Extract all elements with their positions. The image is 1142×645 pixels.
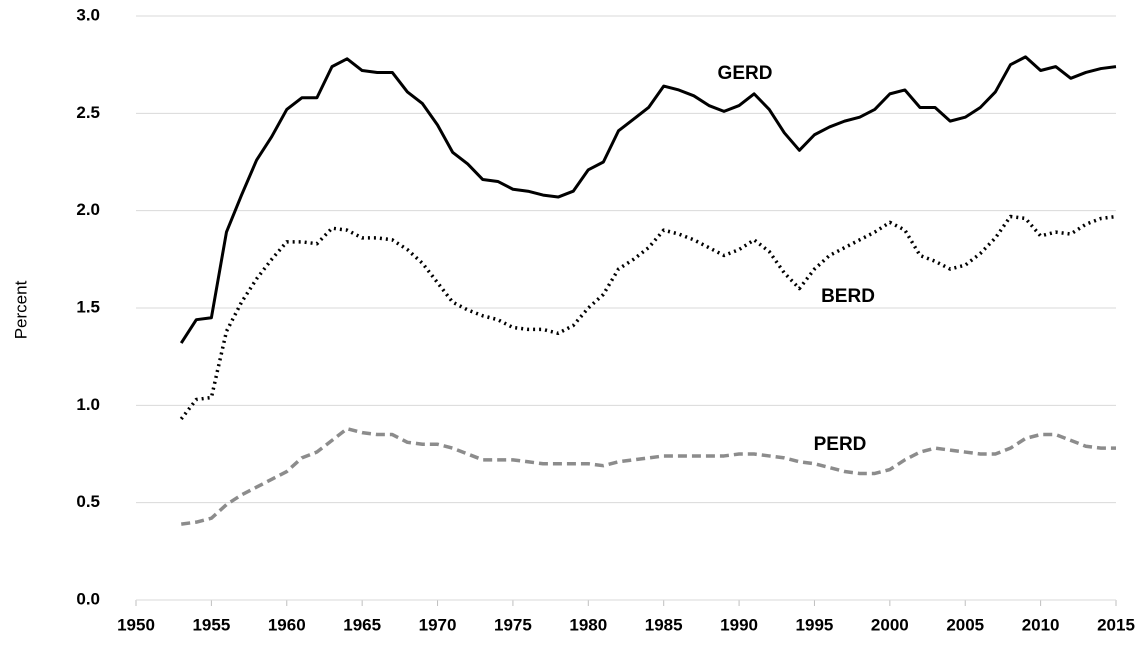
y-tick-label: 0.5 [76,492,100,511]
y-tick-label: 1.0 [76,395,100,414]
x-tick-label: 1960 [268,615,306,634]
y-tick-label: 0.0 [76,589,100,608]
series-label: GERD [718,63,773,84]
x-tick-label: 1970 [419,615,457,634]
y-tick-label: 2.5 [76,103,100,122]
series-label: PERD [814,434,867,455]
line-series [181,426,1116,526]
line-series [179,55,1117,344]
series-label: BERD [821,286,875,307]
x-tick-label: 1980 [569,615,607,634]
y-axis-label: Percent [11,280,30,339]
x-tick-label: 1995 [796,615,834,634]
x-tick-label: 1955 [192,615,230,634]
x-tick-label: 2000 [871,615,909,634]
x-tick-label: 2010 [1022,615,1060,634]
x-tick-label: 2005 [946,615,984,634]
x-tick-label: 2015 [1097,615,1135,634]
x-tick-label: 1990 [720,615,758,634]
y-tick-label: 3.0 [76,5,100,24]
x-tick-label: 1950 [117,615,155,634]
y-tick-label: 2.0 [76,200,100,219]
line-series [179,214,1117,421]
x-tick-label: 1975 [494,615,532,634]
x-tick-label: 1985 [645,615,683,634]
y-tick-label: 1.5 [76,297,100,316]
x-tick-label: 1965 [343,615,381,634]
